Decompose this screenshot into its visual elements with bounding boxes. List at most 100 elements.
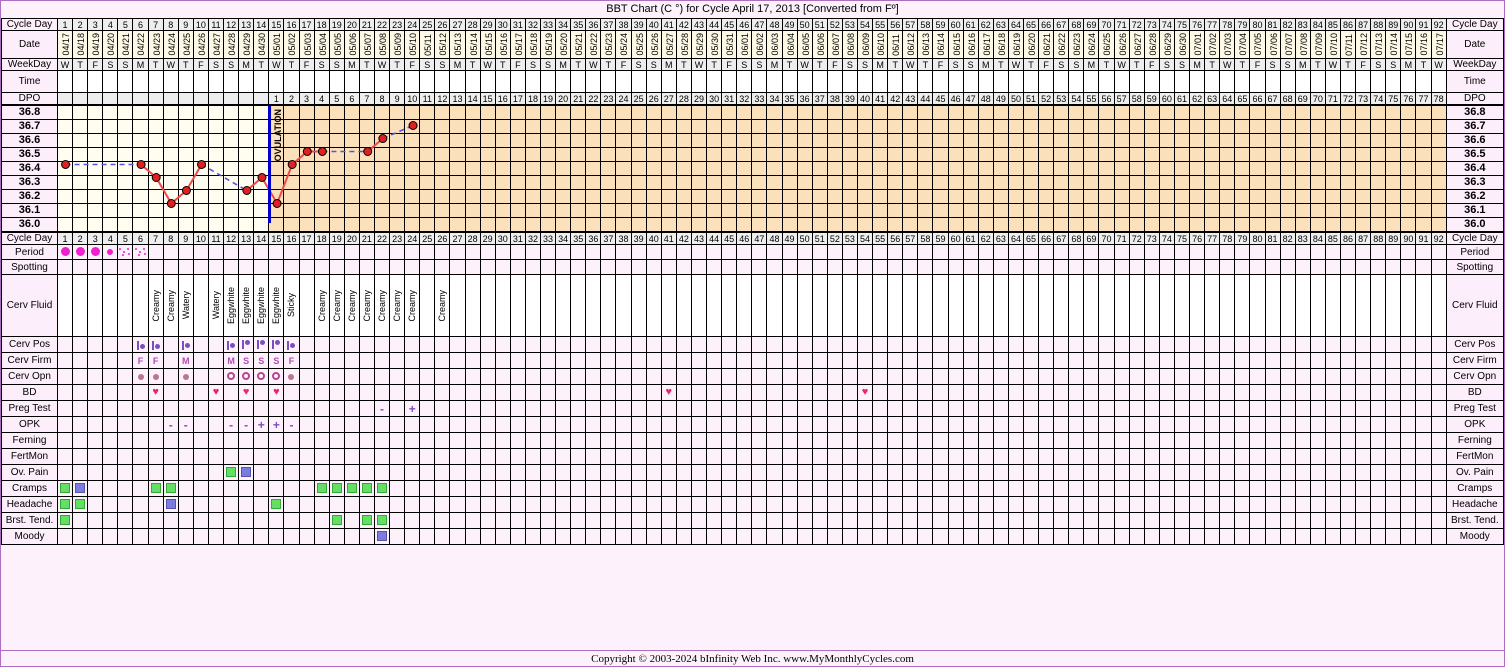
temp-grid-cell[interactable] xyxy=(283,203,300,218)
spotting-row-cell[interactable] xyxy=(630,259,647,275)
brst-tend-row-cell[interactable] xyxy=(298,512,315,529)
weekday-row-cell[interactable]: M xyxy=(977,58,994,71)
temp-grid-cell[interactable] xyxy=(102,105,119,120)
brst-tend-row-cell[interactable] xyxy=(1098,512,1115,529)
temp-grid-cell[interactable] xyxy=(645,133,662,148)
temp-grid-cell[interactable] xyxy=(932,161,949,176)
headache-row-cell[interactable] xyxy=(1264,496,1281,513)
cerv-opn-row-cell[interactable] xyxy=(872,368,889,385)
preg-test-row-cell[interactable] xyxy=(268,400,285,417)
brst-tend-row-cell[interactable] xyxy=(1430,512,1447,529)
cramps-row-cell[interactable] xyxy=(132,480,149,497)
cerv-firm-row-cell[interactable] xyxy=(1279,352,1296,369)
temp-grid-cell[interactable] xyxy=(1204,133,1221,148)
dpo-row-cell[interactable] xyxy=(207,92,225,105)
bd-row-cell[interactable] xyxy=(177,384,194,401)
brst-tend-row-cell[interactable] xyxy=(419,512,436,529)
fertmon-row-cell[interactable] xyxy=(1279,448,1296,465)
temp-grid-cell[interactable] xyxy=(1385,203,1402,218)
cycle-day-row-bottom-cell[interactable]: 44 xyxy=(706,232,723,245)
cycle-day-row-bottom-cell[interactable]: 84 xyxy=(1309,232,1326,245)
opk-row-cell[interactable] xyxy=(1068,416,1085,433)
temp-grid-cell[interactable] xyxy=(1339,119,1357,134)
cramps-row-cell[interactable] xyxy=(494,480,511,497)
ov-pain-row-cell[interactable] xyxy=(1294,464,1311,481)
cycle-day-row-bottom-cell[interactable]: 80 xyxy=(1249,232,1266,245)
temp-grid-cell[interactable] xyxy=(615,161,632,176)
ov-pain-row-cell[interactable] xyxy=(917,464,934,481)
cerv-fluid-cell[interactable] xyxy=(1400,274,1417,337)
cerv-opn-row-cell[interactable] xyxy=(977,368,994,385)
temp-grid-cell[interactable] xyxy=(177,175,194,190)
temp-grid-cell[interactable] xyxy=(56,217,74,232)
headache-row-cell[interactable] xyxy=(947,496,964,513)
temp-grid-cell[interactable] xyxy=(1264,133,1281,148)
dpo-row-cell[interactable]: 10 xyxy=(404,92,421,105)
ferning-row-cell[interactable] xyxy=(630,432,647,449)
temp-grid-cell[interactable] xyxy=(479,133,496,148)
cramps-row-cell[interactable] xyxy=(962,480,979,497)
temp-grid-cell[interactable] xyxy=(826,119,843,134)
weekday-row-cell[interactable]: T xyxy=(675,58,692,71)
cerv-opn-row-cell[interactable] xyxy=(132,368,149,385)
fertmon-row-cell[interactable] xyxy=(962,448,979,465)
dpo-row-cell[interactable]: 18 xyxy=(524,92,542,105)
temp-grid-cell[interactable] xyxy=(902,189,919,204)
temp-grid-cell[interactable] xyxy=(1294,217,1311,232)
temp-grid-cell[interactable] xyxy=(1007,161,1025,176)
temp-grid-cell[interactable] xyxy=(72,217,89,232)
cycle-day-row-bottom-cell[interactable]: 88 xyxy=(1370,232,1387,245)
dpo-row-cell[interactable] xyxy=(102,92,119,105)
cerv-fluid-cell[interactable] xyxy=(56,274,74,337)
cerv-fluid-cell[interactable]: Creamy xyxy=(313,274,330,337)
cycle-day-row-cell[interactable]: 7 xyxy=(147,18,164,31)
ferning-row-cell[interactable] xyxy=(419,432,436,449)
temp-grid-cell[interactable] xyxy=(1430,105,1447,120)
temp-grid-cell[interactable] xyxy=(56,203,74,218)
spotting-row-cell[interactable] xyxy=(872,259,889,275)
temp-grid-cell[interactable] xyxy=(1022,161,1040,176)
date-row-cell[interactable]: 06/01 xyxy=(736,30,753,59)
cramps-row-cell[interactable] xyxy=(358,480,375,497)
cerv-opn-row-cell[interactable] xyxy=(1264,368,1281,385)
time-row-cell[interactable] xyxy=(766,70,783,93)
temp-grid-cell[interactable] xyxy=(1324,203,1341,218)
temp-grid-cell[interactable] xyxy=(207,161,225,176)
weekday-row-cell[interactable]: F xyxy=(1038,58,1055,71)
temp-grid-cell[interactable] xyxy=(917,133,934,148)
cerv-opn-row-cell[interactable] xyxy=(856,368,874,385)
cycle-day-row-bottom-cell[interactable]: 56 xyxy=(887,232,904,245)
cycle-day-row-cell[interactable]: 52 xyxy=(826,18,843,31)
time-row-cell[interactable] xyxy=(1204,70,1221,93)
dpo-row-cell[interactable]: 59 xyxy=(1143,92,1160,105)
fertmon-row-cell[interactable] xyxy=(766,448,783,465)
weekday-row-cell[interactable]: M xyxy=(1400,58,1417,71)
temp-grid-cell[interactable] xyxy=(645,147,662,162)
temp-grid-cell[interactable] xyxy=(494,161,511,176)
temp-grid-cell[interactable] xyxy=(132,105,149,120)
temp-grid-cell[interactable] xyxy=(917,119,934,134)
moody-row-cell[interactable] xyxy=(1098,528,1115,545)
cerv-pos-row-cell[interactable] xyxy=(555,336,572,353)
cycle-day-row-cell[interactable]: 49 xyxy=(781,18,798,31)
temp-grid-cell[interactable] xyxy=(358,119,375,134)
preg-test-row-cell[interactable] xyxy=(706,400,723,417)
moody-row-cell[interactable] xyxy=(1219,528,1236,545)
cycle-day-row-bottom-cell[interactable]: 51 xyxy=(811,232,828,245)
preg-test-row-cell[interactable] xyxy=(147,400,164,417)
ferning-row-cell[interactable] xyxy=(56,432,74,449)
brst-tend-row-cell[interactable] xyxy=(977,512,994,529)
cerv-opn-row-cell[interactable] xyxy=(1385,368,1402,385)
temp-grid-cell[interactable] xyxy=(721,203,738,218)
headache-row-cell[interactable] xyxy=(1294,496,1311,513)
temp-grid-cell[interactable] xyxy=(1249,105,1266,120)
temp-grid-cell[interactable] xyxy=(1053,147,1070,162)
weekday-row-cell[interactable]: F xyxy=(615,58,632,71)
temp-grid-cell[interactable] xyxy=(902,119,919,134)
cerv-pos-row-cell[interactable] xyxy=(1370,336,1387,353)
spotting-row-cell[interactable] xyxy=(585,259,602,275)
weekday-row-cell[interactable]: F xyxy=(509,58,526,71)
temp-grid-cell[interactable] xyxy=(253,217,270,232)
ov-pain-row-cell[interactable] xyxy=(343,464,360,481)
preg-test-row-cell[interactable] xyxy=(1234,400,1251,417)
